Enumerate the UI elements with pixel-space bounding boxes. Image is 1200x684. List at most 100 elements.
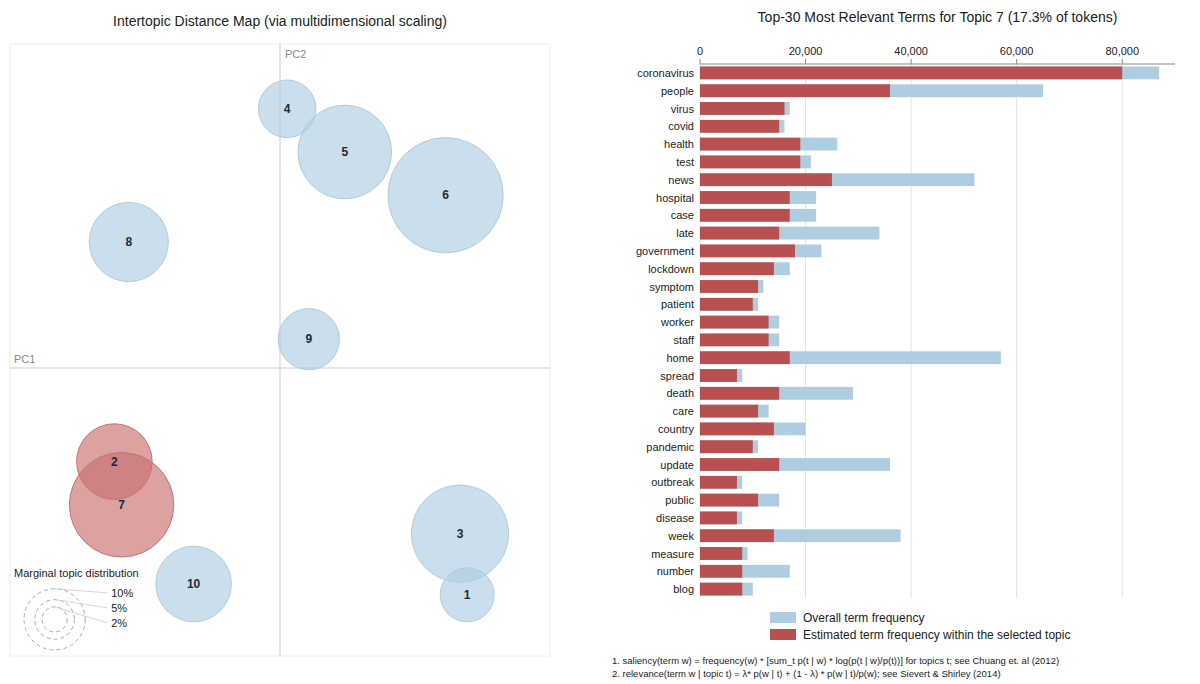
category-label: news — [668, 174, 694, 186]
category-label: care — [673, 405, 694, 417]
category-label: pandemic — [646, 441, 694, 453]
category-label: blog — [673, 583, 694, 595]
legend: Overall term frequency Estimated term fre… — [770, 611, 1070, 642]
category-label: home — [666, 352, 694, 364]
bar — [700, 262, 774, 275]
tick-mark — [700, 59, 701, 64]
bar — [700, 476, 742, 489]
size-legend-label: 5% — [111, 602, 127, 614]
bar — [700, 155, 811, 168]
size-legend-circle — [35, 600, 75, 640]
bar — [700, 422, 806, 435]
bar — [700, 440, 758, 453]
bubble — [388, 138, 503, 253]
bar — [700, 565, 742, 578]
bar-series — [700, 66, 1122, 595]
bar — [700, 333, 769, 346]
bar — [700, 120, 779, 133]
category-label: case — [671, 209, 694, 221]
plot-frame — [10, 44, 550, 656]
category-label: disease — [656, 512, 694, 524]
bar — [700, 387, 853, 400]
legend-label: Estimated term frequency within the sele… — [803, 628, 1070, 642]
category-label: death — [666, 387, 694, 399]
bubble-label: 6 — [442, 188, 449, 202]
bar — [700, 227, 779, 240]
chart-canvas: Intertopic Distance Map (via multidimens… — [0, 0, 1200, 684]
bubble — [298, 105, 392, 199]
bar — [700, 209, 790, 222]
bar — [700, 494, 779, 507]
bar — [700, 155, 800, 168]
bar — [700, 316, 779, 329]
x-tick-label: 20,000 — [789, 45, 823, 57]
x-tick-label: 60,000 — [1000, 45, 1034, 57]
bar — [700, 316, 769, 329]
bubble — [411, 485, 508, 582]
bar — [700, 138, 837, 151]
bubble-label: 5 — [341, 145, 348, 159]
category-label: hospital — [656, 192, 694, 204]
grid-line — [1016, 64, 1017, 598]
category-label: update — [660, 459, 694, 471]
bar — [700, 369, 737, 382]
category-label: spread — [660, 370, 694, 382]
category-label: people — [661, 85, 694, 97]
bar — [700, 191, 790, 204]
bubble — [278, 309, 339, 370]
category-label: test — [676, 156, 694, 168]
category-label: public — [665, 494, 694, 506]
bubble-label: 8 — [125, 235, 132, 249]
bar — [700, 387, 779, 400]
size-legend-label: 2% — [111, 617, 127, 629]
tick-mark — [1016, 59, 1017, 64]
x-tick-label: 40,000 — [894, 45, 928, 57]
bar — [700, 84, 890, 97]
bar — [700, 244, 795, 257]
legend-swatch — [770, 629, 796, 640]
bubble — [69, 453, 173, 557]
bar — [700, 511, 742, 524]
category-label: staff — [673, 334, 695, 346]
category-label: number — [657, 565, 695, 577]
bar — [700, 351, 1001, 364]
bubble — [89, 202, 168, 281]
pc1-label: PC1 — [14, 353, 35, 365]
grid-line — [911, 64, 912, 598]
bar-panel: Top-30 Most Relevant Terms for Topic 7 (… — [612, 9, 1175, 679]
bubble-label: 10 — [187, 577, 201, 591]
bubble — [440, 568, 494, 622]
legend-label: Overall term frequency — [803, 611, 924, 625]
category-label: covid — [668, 120, 694, 132]
category-label: symptom — [649, 281, 694, 293]
tick-mark — [1122, 59, 1123, 64]
category-label: week — [667, 530, 694, 542]
x-axis-line — [700, 64, 1175, 65]
footnote: 2. relevance(term w | topic t) = λ* p(w … — [612, 668, 1001, 679]
bar — [700, 422, 774, 435]
x-tick-label: 0 — [697, 45, 703, 57]
bar — [700, 102, 790, 115]
category-label: worker — [660, 316, 694, 328]
bubble-labels: 45689273110 — [111, 102, 471, 602]
y-axis: coronaviruspeopleviruscovidhealthtestnew… — [636, 67, 695, 595]
size-legend-circle — [42, 607, 67, 632]
bar — [700, 262, 790, 275]
category-label: health — [664, 138, 694, 150]
bar — [700, 84, 1043, 97]
bar — [700, 102, 784, 115]
bar — [700, 405, 769, 418]
bubble-label: 3 — [457, 527, 464, 541]
bar — [700, 227, 879, 240]
bar — [700, 280, 758, 293]
bar — [700, 191, 816, 204]
category-label: measure — [651, 548, 694, 560]
bubble-label: 7 — [118, 498, 125, 512]
x-tick-label: 80,000 — [1105, 45, 1139, 57]
footnote: 1. saliency(term w) = frequency(w) * [su… — [612, 655, 1059, 666]
bar — [700, 511, 737, 524]
bubble-label: 4 — [284, 102, 291, 116]
bar — [700, 298, 758, 311]
size-legend-label: 10% — [111, 587, 133, 599]
size-legend-leader — [55, 589, 108, 593]
